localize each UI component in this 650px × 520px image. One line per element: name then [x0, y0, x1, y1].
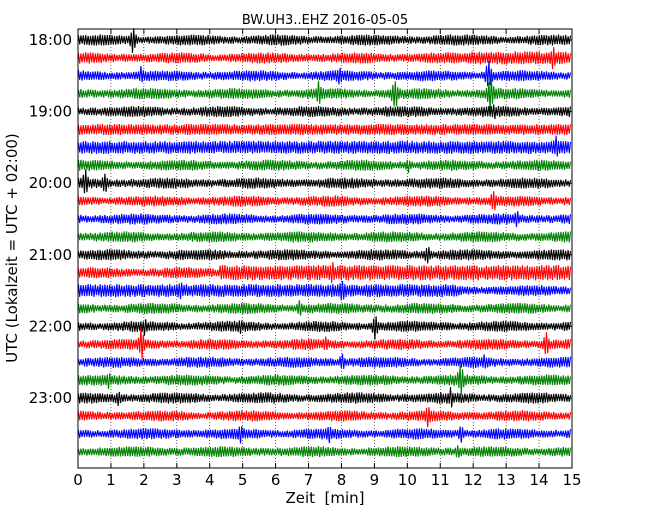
trace-2015: [77, 191, 572, 211]
trace-1830: [77, 60, 572, 87]
x-tick-label: 12: [464, 471, 483, 489]
trace-1930: [77, 135, 572, 157]
x-tick-label: 0: [73, 471, 83, 489]
trace-1900: [77, 104, 572, 120]
trace-2115: [77, 261, 572, 284]
x-tick-label: 7: [304, 471, 314, 489]
y-axis-ticks: 18:00 19:00 20:00 21:00 22:00 23:00: [29, 31, 572, 407]
chart-title: BW.UH3..EHZ 2016-05-05: [242, 13, 408, 28]
x-tick-label: 4: [205, 471, 215, 489]
plot-frame: [77, 28, 573, 469]
x-axis-ticks: 0 1 2 3 4 5 6 7 8 9 10 11 12 13 14 15: [73, 29, 582, 489]
trace-2230: [77, 353, 572, 369]
x-tick-label: 5: [238, 471, 248, 489]
y-tick-label: 19:00: [29, 103, 72, 121]
trace-1945: [77, 159, 572, 174]
y-tick-label: 18:00: [29, 31, 72, 49]
trace-2345: [77, 445, 572, 458]
trace-2330: [77, 426, 572, 444]
x-axis-label: Zeit [min]: [285, 489, 364, 507]
x-tick-label: 6: [271, 471, 281, 489]
x-tick-label: 3: [172, 471, 182, 489]
trace-2145: [77, 300, 572, 316]
trace-2130: [77, 280, 572, 301]
trace-2030: [77, 210, 572, 228]
trace-2300: [77, 386, 572, 408]
trace-1915: [77, 123, 572, 136]
y-axis-label: UTC (Lokalzeit = UTC + 02:00): [3, 133, 21, 363]
trace-2215: [77, 327, 572, 359]
x-tick-label: 9: [370, 471, 380, 489]
x-tick-label: 15: [562, 471, 581, 489]
trace-2245: [77, 365, 572, 396]
x-tick-label: 13: [497, 471, 516, 489]
trace-1815: [77, 47, 572, 70]
trace-2045: [77, 231, 572, 243]
trace-2315: [77, 407, 572, 428]
x-tick-label: 1: [106, 471, 116, 489]
x-tick-label: 2: [139, 471, 149, 489]
y-tick-label: 21:00: [29, 246, 72, 264]
vertical-grid: [110, 29, 540, 468]
trace-1800: [77, 28, 572, 54]
x-tick-label: 11: [431, 471, 450, 489]
trace-1845: [77, 76, 572, 112]
x-tick-label: 10: [398, 471, 417, 489]
y-tick-label: 23:00: [29, 389, 72, 407]
x-tick-label: 8: [337, 471, 347, 489]
trace-group: [77, 28, 572, 458]
y-tick-label: 20:00: [29, 174, 72, 192]
trace-2000: [77, 169, 572, 194]
x-tick-label: 14: [530, 471, 549, 489]
trace-2100: [77, 246, 572, 264]
trace-2200: [77, 316, 572, 340]
y-tick-label: 22:00: [29, 317, 72, 335]
